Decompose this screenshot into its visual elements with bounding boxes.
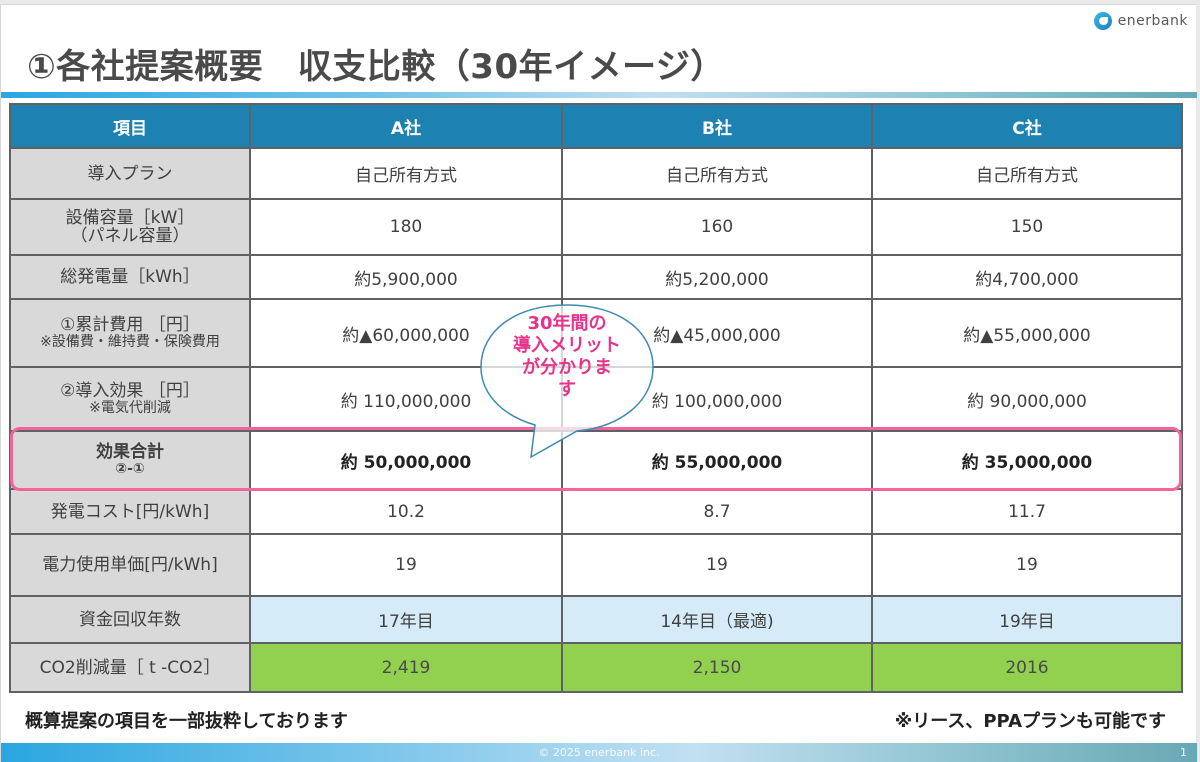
footer-bar: © 2025 enerbank inc. 1: [1, 743, 1197, 762]
table-header-row: 項目 A社 B社 C社: [9, 103, 1183, 149]
excerpt-note: 概算提案の項目を一部抜粋しております: [25, 711, 348, 732]
table-row-effect: ②導入効果 ［円］ ※電気代削減 約 110,000,000 約 100,000,…: [9, 366, 1183, 432]
cell-c: 11.7: [871, 488, 1183, 535]
row-label: 効果合計 ②-①: [9, 430, 251, 490]
copyright: © 2025 enerbank inc.: [538, 746, 660, 759]
table-row-payback: 資金回収年数 17年目 14年目（最適) 19年目: [9, 595, 1183, 644]
cell-c: 2016: [871, 642, 1183, 693]
table-row-generation-cost: 発電コスト[円/kWh] 10.2 8.7 11.7: [9, 488, 1183, 535]
row-label: 電力使用単価[円/kWh]: [9, 533, 251, 597]
slide: enerbank ①各社提案概要 収支比較（30年イメージ） 項目 A社 B社 …: [0, 4, 1197, 762]
cell-b: 約5,200,000: [561, 254, 873, 300]
cell-a: 約 50,000,000: [249, 430, 563, 490]
row-label: 設備容量［kW］ （パネル容量）: [9, 198, 251, 256]
page-number: 1: [1180, 746, 1187, 759]
row-label: 導入プラン: [9, 147, 251, 200]
column-header-item: 項目: [9, 103, 251, 149]
cell-b: 自己所有方式: [561, 147, 873, 200]
column-header-company-a: A社: [249, 103, 563, 149]
cell-a: 180: [249, 198, 563, 256]
cell-c: 約 35,000,000: [871, 430, 1183, 490]
cell-a: 10.2: [249, 488, 563, 535]
cell-c: 150: [871, 198, 1183, 256]
column-header-company-c: C社: [871, 103, 1183, 149]
cell-a: 17年目: [249, 595, 563, 644]
row-label: ②導入効果 ［円］ ※電気代削減: [9, 366, 251, 432]
enerbank-logo: enerbank: [1093, 12, 1188, 30]
callout-text: 30年間の 導入メリット が分かりま す: [513, 313, 621, 400]
table-row-plan: 導入プラン 自己所有方式 自己所有方式 自己所有方式: [9, 147, 1183, 200]
plan-options-note: ※リース、PPAプランも可能です: [894, 711, 1166, 732]
row-label: 総発電量［kWh］: [9, 254, 251, 300]
logo-text: enerbank: [1117, 13, 1188, 29]
column-header-company-b: B社: [561, 103, 873, 149]
row-label: 発電コスト[円/kWh]: [9, 488, 251, 535]
cell-b: 14年目（最適): [561, 595, 873, 644]
cell-a: 2,419: [249, 642, 563, 693]
cell-c: 自己所有方式: [871, 147, 1183, 200]
table-row-co2: CO2削減量［ t -CO2］ 2,419 2,150 2016: [9, 642, 1183, 693]
cell-c: 19: [871, 533, 1183, 597]
title-divider: [1, 92, 1197, 98]
table-row-generation: 総発電量［kWh］ 約5,900,000 約5,200,000 約4,700,0…: [9, 254, 1183, 300]
cell-c: 約 90,000,000: [871, 366, 1183, 432]
enerbank-logo-icon: [1093, 12, 1112, 30]
callout-bubble: 30年間の 導入メリット が分かりま す: [479, 301, 655, 459]
cell-b: 19: [561, 533, 873, 597]
table-row-unit-price: 電力使用単価[円/kWh] 19 19 19: [9, 533, 1183, 597]
cell-c: 約4,700,000: [871, 254, 1183, 300]
cell-a: 自己所有方式: [249, 147, 563, 200]
row-label: CO2削減量［ t -CO2］: [9, 642, 251, 693]
cell-b: 8.7: [561, 488, 873, 535]
cell-c: 19年目: [871, 595, 1183, 644]
table-row-capacity: 設備容量［kW］ （パネル容量） 180 160 150: [9, 198, 1183, 256]
cell-b: 160: [561, 198, 873, 256]
cell-b: 約 55,000,000: [561, 430, 873, 490]
page-title: ①各社提案概要 収支比較（30年イメージ）: [27, 47, 725, 87]
row-label: ①累計費用 ［円］ ※設備費・維持費・保険費用: [9, 298, 251, 368]
cell-a: 約5,900,000: [249, 254, 563, 300]
cell-a: 19: [249, 533, 563, 597]
row-label: 資金回収年数: [9, 595, 251, 644]
cell-b: 2,150: [561, 642, 873, 693]
speech-bubble-icon: [480, 304, 654, 459]
cell-c: 約▲55,000,000: [871, 298, 1183, 368]
